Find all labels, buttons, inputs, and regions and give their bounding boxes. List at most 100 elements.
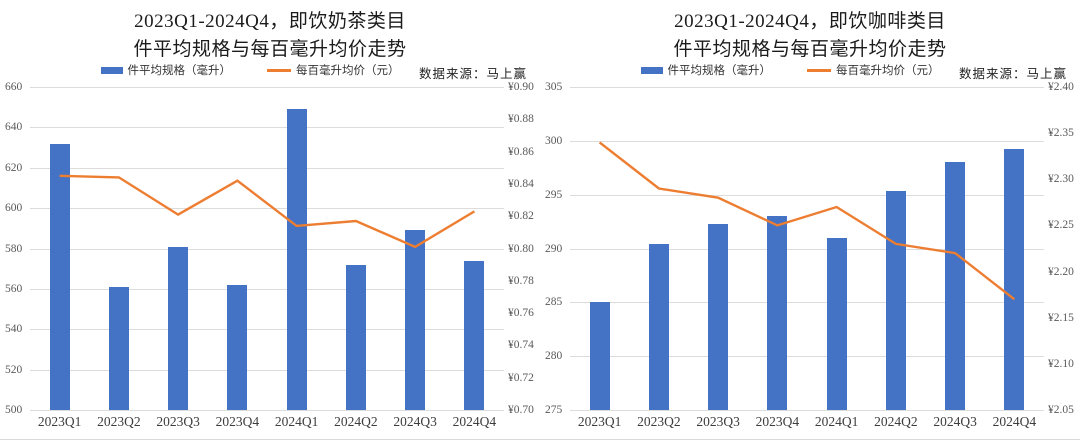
gridline bbox=[30, 208, 504, 210]
y-axis-tick-label: 305 bbox=[545, 81, 563, 93]
milk-tea-chart-panel: 2023Q1-2024Q4，即饮奶茶类目 件平均规格与每百毫升均价走势 件平均规… bbox=[0, 0, 540, 438]
chart-title-line1: 2023Q1-2024Q4，即饮奶茶类目 bbox=[134, 11, 406, 32]
gridline bbox=[570, 194, 1044, 196]
secondary-y-axis-tick-label: ¥0.78 bbox=[508, 274, 534, 287]
legend-item-line-series: 每百毫升均价（元） bbox=[267, 62, 400, 78]
x-axis-tick-label: 2024Q1 bbox=[274, 414, 319, 429]
x-axis-tick-label: 2024Q1 bbox=[814, 414, 859, 429]
bar-2024Q1 bbox=[826, 237, 847, 410]
bar-2023Q3 bbox=[168, 246, 189, 410]
gridline bbox=[30, 248, 504, 250]
legend-item-bar-series: 件平均规格（毫升） bbox=[640, 62, 772, 78]
bar-series-swatch-icon bbox=[640, 66, 663, 74]
x-axis-tick-label: 2023Q4 bbox=[755, 414, 800, 429]
secondary-y-axis-tick-label: ¥2.25 bbox=[1048, 219, 1074, 232]
y-axis-tick-label: 285 bbox=[545, 296, 563, 309]
x-axis-tick-label: 2023Q4 bbox=[215, 414, 260, 429]
secondary-y-axis-tick-label: ¥0.80 bbox=[508, 242, 534, 255]
gridline bbox=[570, 356, 1044, 358]
secondary-y-axis-tick-label: ¥2.30 bbox=[1048, 173, 1074, 186]
bar-2023Q3 bbox=[708, 223, 729, 410]
data-source-note: 数据来源：马上赢 bbox=[418, 67, 527, 81]
x-axis-tick-label: 2023Q3 bbox=[156, 414, 200, 429]
gridline bbox=[570, 140, 1044, 142]
y-axis-tick-label: 620 bbox=[5, 161, 23, 174]
bar-2023Q2 bbox=[648, 244, 669, 410]
legend-item-bar-series: 件平均规格（毫升） bbox=[100, 62, 232, 78]
gridline bbox=[30, 369, 504, 371]
gridline bbox=[30, 410, 504, 411]
y-axis-tick-label: 295 bbox=[545, 188, 563, 201]
gridline bbox=[570, 302, 1044, 304]
y-axis-tick-label: 275 bbox=[545, 404, 563, 416]
gridline bbox=[30, 329, 504, 331]
secondary-y-axis-tick-label: ¥0.88 bbox=[508, 113, 534, 126]
gridline bbox=[570, 410, 1044, 411]
y-axis-tick-label: 300 bbox=[545, 134, 563, 147]
secondary-y-axis-tick-label: ¥0.86 bbox=[508, 145, 534, 158]
line-series-swatch-icon bbox=[807, 68, 831, 72]
legend: 件平均规格（毫升） 每百毫升均价（元） bbox=[570, 62, 1010, 78]
secondary-y-axis-tick-label: ¥0.90 bbox=[508, 81, 534, 93]
legend-item-line-series: 每百毫升均价（元） bbox=[807, 62, 940, 78]
bar-2024Q4 bbox=[464, 260, 485, 410]
x-axis-tick-label: 2023Q2 bbox=[637, 414, 681, 429]
x-axis-tick-label: 2024Q3 bbox=[393, 414, 437, 429]
x-axis-tick-label: 2024Q4 bbox=[992, 414, 1037, 429]
chart-title-line2: 件平均规格与每百毫升均价走势 bbox=[673, 39, 947, 60]
y-axis-tick-label: 600 bbox=[5, 202, 23, 215]
x-axis-tick-label: 2024Q2 bbox=[874, 414, 918, 429]
gridline bbox=[570, 248, 1044, 250]
plot-area bbox=[570, 87, 1044, 411]
line-series-swatch-icon bbox=[267, 68, 291, 72]
gridline bbox=[30, 87, 504, 88]
x-axis-tick-label: 2024Q3 bbox=[933, 414, 977, 429]
bar-2023Q4 bbox=[767, 216, 788, 410]
gridline bbox=[570, 87, 1044, 88]
legend-label: 每百毫升均价（元） bbox=[296, 65, 400, 77]
bar-2024Q3 bbox=[405, 230, 426, 410]
x-axis-tick-label: 2023Q3 bbox=[696, 414, 740, 429]
bar-2024Q4 bbox=[1004, 149, 1025, 410]
y-axis-tick-label: 580 bbox=[5, 242, 23, 255]
y-axis-tick-label: 280 bbox=[545, 350, 563, 363]
secondary-y-axis-tick-label: ¥0.72 bbox=[508, 371, 534, 384]
bar-series-swatch-icon bbox=[100, 66, 123, 74]
bar-2023Q4 bbox=[227, 284, 248, 410]
secondary-y-axis-tick-label: ¥2.40 bbox=[1048, 81, 1074, 93]
bar-2024Q1 bbox=[286, 109, 307, 410]
legend-label: 每百毫升均价（元） bbox=[836, 65, 940, 77]
bar-2024Q2 bbox=[885, 191, 906, 410]
bar-2023Q1 bbox=[589, 302, 610, 410]
gridline bbox=[30, 127, 504, 129]
bar-2024Q3 bbox=[945, 162, 966, 410]
secondary-y-axis-tick-label: ¥0.70 bbox=[508, 404, 534, 416]
x-axis-tick-label: 2023Q2 bbox=[97, 414, 141, 429]
price-trend-line bbox=[59, 174, 476, 249]
secondary-y-axis-tick-label: ¥2.20 bbox=[1048, 265, 1074, 278]
secondary-y-axis-tick-label: ¥2.05 bbox=[1048, 404, 1074, 416]
secondary-y-axis-tick-label: ¥0.76 bbox=[508, 307, 534, 320]
coffee-chart-panel: 2023Q1-2024Q4，即饮咖啡类目 件平均规格与每百毫升均价走势 件平均规… bbox=[540, 0, 1080, 438]
x-axis-tick-label: 2023Q1 bbox=[37, 414, 82, 429]
legend-label: 件平均规格（毫升） bbox=[127, 65, 232, 77]
data-source-note: 数据来源：马上赢 bbox=[958, 67, 1067, 81]
secondary-y-axis-tick-label: ¥0.82 bbox=[508, 210, 534, 223]
secondary-y-axis-tick-label: ¥0.74 bbox=[508, 339, 534, 352]
chart-title-line1: 2023Q1-2024Q4，即饮咖啡类目 bbox=[674, 11, 946, 32]
chart-title-line2: 件平均规格与每百毫升均价走势 bbox=[133, 39, 407, 60]
x-axis-tick-label: 2023Q1 bbox=[577, 414, 622, 429]
gridline bbox=[30, 288, 504, 290]
y-axis-tick-label: 540 bbox=[5, 323, 23, 336]
y-axis-tick-label: 660 bbox=[5, 81, 23, 93]
secondary-y-axis-tick-label: ¥2.10 bbox=[1048, 357, 1074, 370]
price-trend-line bbox=[598, 141, 1016, 301]
y-axis-tick-label: 640 bbox=[5, 121, 23, 134]
bar-2024Q2 bbox=[345, 264, 366, 410]
y-axis-tick-label: 500 bbox=[5, 404, 23, 416]
y-axis-tick-label: 520 bbox=[5, 363, 23, 376]
x-axis-tick-label: 2024Q2 bbox=[334, 414, 378, 429]
legend-label: 件平均规格（毫升） bbox=[667, 65, 772, 77]
bar-2023Q2 bbox=[108, 286, 129, 410]
